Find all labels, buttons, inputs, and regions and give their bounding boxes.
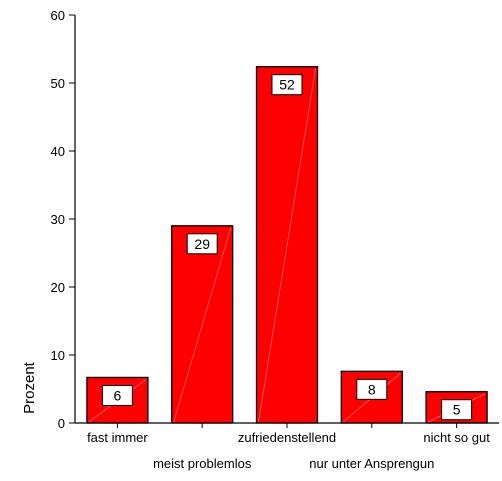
y-tick-label: 10 [51,348,65,363]
data-label-box [271,74,303,96]
x-category-label: nur unter Ansprengun [309,456,434,471]
x-category-label: fast immer [87,430,148,445]
x-category-label: zufriedenstellend [238,430,336,445]
x-category-label: nicht so gut [423,430,490,445]
bars-layer [86,66,488,424]
data-label-box [441,399,473,421]
data-label: 8 [368,381,376,397]
y-tick-label: 50 [51,76,65,91]
data-label-box [356,378,388,400]
y-tick-label: 0 [58,416,65,431]
y-tick-label: 30 [51,212,65,227]
data-label: 5 [453,402,461,418]
data-labels-layer: 6 29 52 8 5 [101,74,473,421]
x-axis-labels: fast immer meist problemlos zufriedenstell… [87,423,490,471]
bar-highlight [173,227,232,423]
y-axis-title: Prozent [21,361,38,414]
data-label-box [101,384,133,406]
y-tick-label: 20 [51,280,65,295]
y-tick-label: 40 [51,144,65,159]
data-label-box [186,233,218,255]
data-label: 29 [194,236,210,252]
data-label: 52 [279,77,295,93]
data-label: 6 [114,387,122,403]
y-tick-label: 60 [51,8,65,23]
y-axis-ticks: 0 10 20 30 40 50 60 [51,8,75,431]
bar-highlight [258,68,316,423]
x-category-label: meist problemlos [153,456,252,471]
